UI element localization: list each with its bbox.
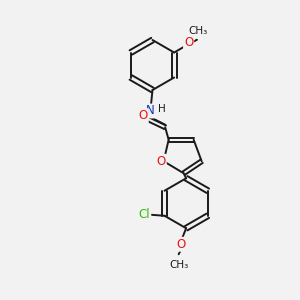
Text: CH₃: CH₃ [189, 26, 208, 36]
Text: Cl: Cl [139, 208, 150, 221]
Text: O: O [157, 155, 166, 168]
Text: O: O [176, 238, 186, 251]
Text: H: H [158, 104, 166, 115]
Text: N: N [146, 104, 154, 118]
Text: O: O [139, 109, 148, 122]
Text: CH₃: CH₃ [169, 260, 188, 270]
Text: O: O [184, 36, 193, 49]
